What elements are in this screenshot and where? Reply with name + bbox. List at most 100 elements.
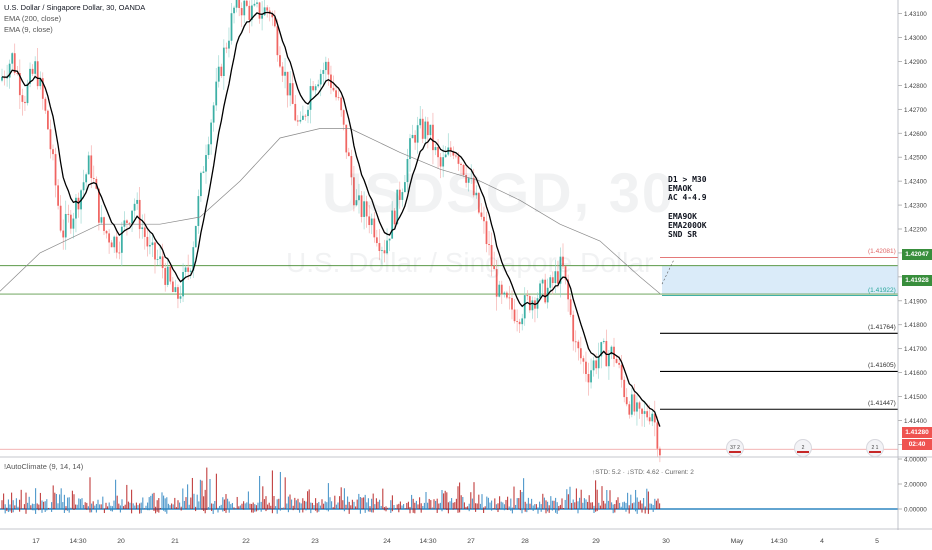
candle-body (100, 217, 103, 223)
ema200-line (0, 128, 661, 294)
candle-body (396, 189, 399, 225)
price-tag-upper: 1.42047 (902, 249, 932, 260)
candle-body (92, 178, 95, 179)
candle-body (411, 134, 414, 139)
symbol-title[interactable]: U.S. Dollar / Singapore Dollar, 30, OAND… (4, 3, 146, 12)
event-icon[interactable]: 2 1 (866, 439, 884, 457)
candle-body (636, 402, 638, 412)
candle-body (432, 124, 434, 151)
candle-body (286, 71, 289, 96)
candle-body (340, 97, 343, 111)
time-tick-label: 17 (32, 538, 40, 545)
candle-body (261, 15, 263, 19)
candle-body (154, 242, 156, 260)
candle-body (643, 411, 646, 414)
candle-body (569, 299, 572, 315)
candle-body (383, 250, 386, 254)
candle-body (567, 279, 569, 300)
candle-body (302, 115, 304, 120)
candle-body (353, 177, 355, 206)
osc-tick-label: 2.00000 (904, 482, 927, 489)
candle-body (551, 277, 554, 283)
candle-body (189, 270, 192, 272)
candle-body (164, 268, 167, 285)
candle-body (638, 402, 641, 409)
candle-body (52, 149, 54, 155)
oscillator-bars (0, 467, 898, 514)
time-tick-label: 21 (171, 538, 179, 545)
candle-body (54, 154, 57, 186)
candle-body (518, 321, 521, 325)
candle-body (16, 72, 19, 74)
time-tick-label: 28 (521, 538, 529, 545)
candle-body (13, 53, 16, 73)
candle-body (215, 81, 218, 106)
price-tick-label: 1.42700 (904, 107, 927, 114)
event-icon[interactable]: 37 2 (726, 439, 744, 457)
level-lines[interactable] (0, 257, 898, 450)
candle-body (648, 417, 651, 422)
candle-body (651, 413, 654, 422)
candle-body (355, 200, 358, 206)
candle-body (314, 86, 317, 91)
candle-body (230, 13, 233, 41)
candle-body (613, 346, 615, 360)
candle-body (319, 73, 322, 85)
ema9-legend[interactable]: EMA (9, close) (4, 25, 53, 34)
demand-zone (0, 259, 898, 295)
candle-body (526, 295, 529, 297)
time-tick-label: 30 (662, 538, 670, 545)
candle-body (455, 155, 457, 157)
ema200-legend[interactable]: EMA (200, close) (4, 14, 62, 23)
price-tick-label: 1.42500 (904, 155, 927, 162)
candle-body (289, 83, 292, 96)
candle-body (564, 266, 567, 280)
candle-body (26, 83, 29, 104)
osc-tick-label: 4.00000 (904, 457, 927, 464)
candle-body (549, 277, 552, 288)
candle-body (539, 283, 541, 299)
time-tick-label: May (731, 538, 744, 545)
candle-body (579, 348, 582, 359)
candle-body (36, 61, 39, 87)
price-tag-current: 1.41280 (902, 427, 932, 438)
candle-body (324, 61, 327, 71)
candle-body (120, 226, 123, 253)
candle-body (281, 66, 284, 76)
candle-body (39, 78, 42, 87)
candle-body (141, 227, 144, 230)
zone-fill (662, 265, 898, 295)
candle-body (184, 267, 187, 272)
time-tick-label: 14:30 (69, 538, 86, 545)
candle-body (656, 422, 659, 449)
candle-body (149, 245, 151, 247)
candle-body (467, 178, 470, 183)
annotation-line: EMAOK (668, 184, 693, 194)
candle-body (266, 7, 269, 11)
time-tick-label: 22 (242, 538, 250, 545)
candle-body (128, 222, 131, 224)
candle-body (554, 271, 557, 283)
candle-body (156, 259, 159, 260)
time-tick-label: 27 (467, 538, 475, 545)
candle-body (220, 66, 223, 77)
level-label: (1.41764) (868, 324, 896, 332)
trade-annotation[interactable]: D1 > M30 EMAOK AC 4-4.9 EMA9OK EMA200OK … (668, 175, 707, 239)
candle-body (307, 109, 309, 117)
level-label: (1.41922) (868, 286, 896, 294)
candle-body (391, 210, 394, 239)
event-icon[interactable]: 2 (794, 439, 812, 457)
price-tick-label: 1.41500 (904, 394, 927, 401)
candle-body (595, 360, 598, 369)
candle-body (332, 87, 335, 91)
indicator-title[interactable]: !AutoClimate (9, 14, 14) (4, 462, 84, 471)
candle-body (72, 218, 75, 229)
candle-body (335, 90, 337, 98)
candle-body (544, 279, 547, 303)
candle-body (618, 362, 620, 365)
candle-body (309, 86, 312, 110)
candle-body (1, 76, 3, 81)
candle-body (541, 279, 544, 284)
